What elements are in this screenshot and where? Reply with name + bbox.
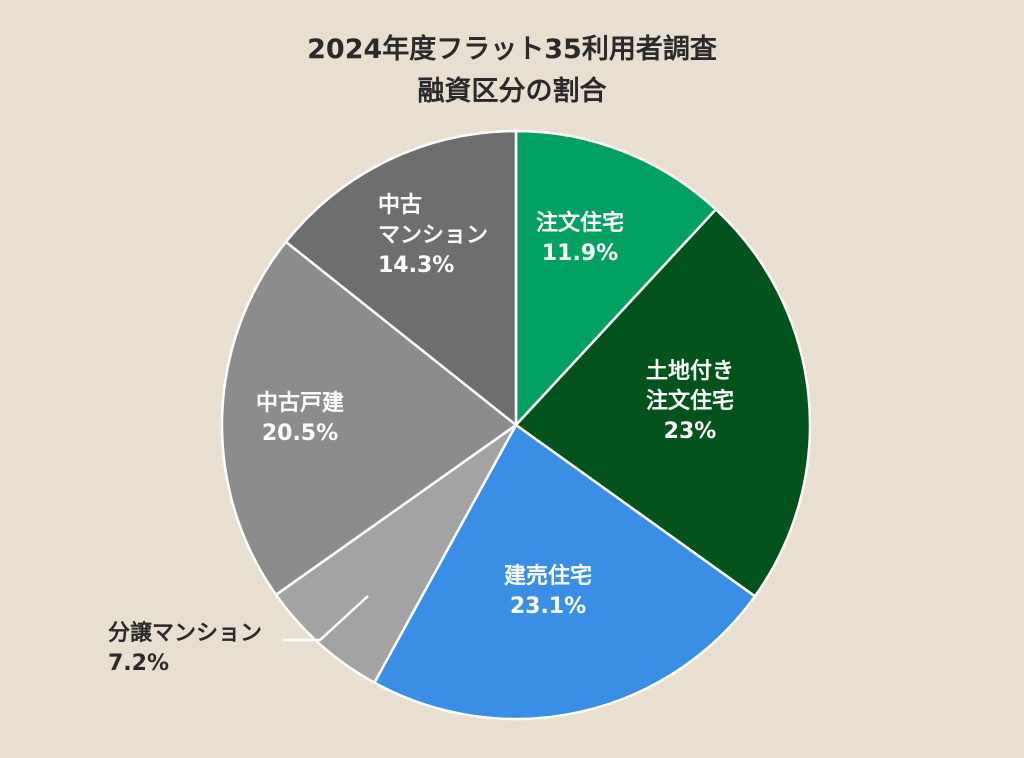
leader-line-3 xyxy=(283,595,369,642)
pie-label-0-line-0: 注文住宅 xyxy=(536,210,624,236)
pie-label-1-line-1: 注文住宅 xyxy=(646,388,734,414)
pie-slices xyxy=(220,129,812,721)
pie-label-2: 建売住宅 23.1% xyxy=(504,563,592,619)
pie-slice-2 xyxy=(373,423,757,721)
pie-label-4: 中古戸建 20.5% xyxy=(256,390,344,446)
pie-slice-3 xyxy=(274,423,518,684)
pie-label-1-line-2: 23% xyxy=(664,419,717,444)
pie-label-3-line-1: 7.2% xyxy=(108,651,169,676)
pie-label-0: 注文住宅 11.9% xyxy=(536,210,624,266)
pie-label-5-line-2: 14.3% xyxy=(378,253,454,278)
pie-label-3-line-0: 分譲マンション xyxy=(108,620,262,646)
pie-slice-1 xyxy=(514,208,812,598)
pie-label-4-line-1: 20.5% xyxy=(262,421,338,446)
pie-labels: 注文住宅 11.9%土地付き注文住宅 23%建売住宅 23.1%分譲マンション 7.2%… xyxy=(108,192,734,676)
chart-title-line-1: 2024年度フラット35利用者調査 xyxy=(307,33,717,65)
pie-label-0-line-1: 11.9% xyxy=(542,241,618,266)
pie-label-1: 土地付き注文住宅 23% xyxy=(646,359,734,444)
pie-label-5: 中古マンション 14.3% xyxy=(378,192,488,278)
pie-label-1-line-0: 土地付き xyxy=(646,359,734,384)
pie-slice-4 xyxy=(220,240,518,597)
pie-label-2-line-0: 建売住宅 xyxy=(504,563,592,589)
chart-title-line-2: 融資区分の割合 xyxy=(418,75,607,107)
pie-label-4-line-0: 中古戸建 xyxy=(256,390,344,416)
pie-label-5-line-1: マンション xyxy=(378,223,488,248)
pie-label-2-line-1: 23.1% xyxy=(510,594,586,619)
pie-label-5-line-0: 中古 xyxy=(378,192,422,218)
pie-slice-5 xyxy=(284,129,518,427)
pie-slice-0 xyxy=(514,129,718,427)
pie-label-3: 分譲マンション 7.2% xyxy=(108,620,262,676)
